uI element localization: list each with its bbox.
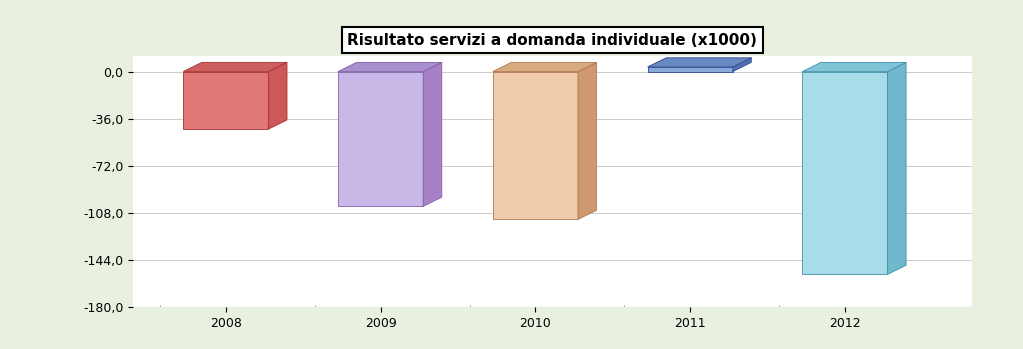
Polygon shape <box>493 62 596 72</box>
Title: Risultato servizi a domanda individuale (x1000): Risultato servizi a domanda individuale … <box>348 33 757 48</box>
Polygon shape <box>424 62 442 206</box>
Polygon shape <box>268 62 287 129</box>
Polygon shape <box>338 72 424 206</box>
Polygon shape <box>578 62 596 220</box>
Polygon shape <box>338 62 442 72</box>
Polygon shape <box>183 72 268 129</box>
Polygon shape <box>732 58 751 72</box>
Polygon shape <box>648 58 751 67</box>
Polygon shape <box>802 72 888 274</box>
Polygon shape <box>493 72 578 220</box>
Polygon shape <box>802 62 906 72</box>
Polygon shape <box>888 62 906 274</box>
Polygon shape <box>183 62 287 72</box>
Polygon shape <box>648 67 732 72</box>
